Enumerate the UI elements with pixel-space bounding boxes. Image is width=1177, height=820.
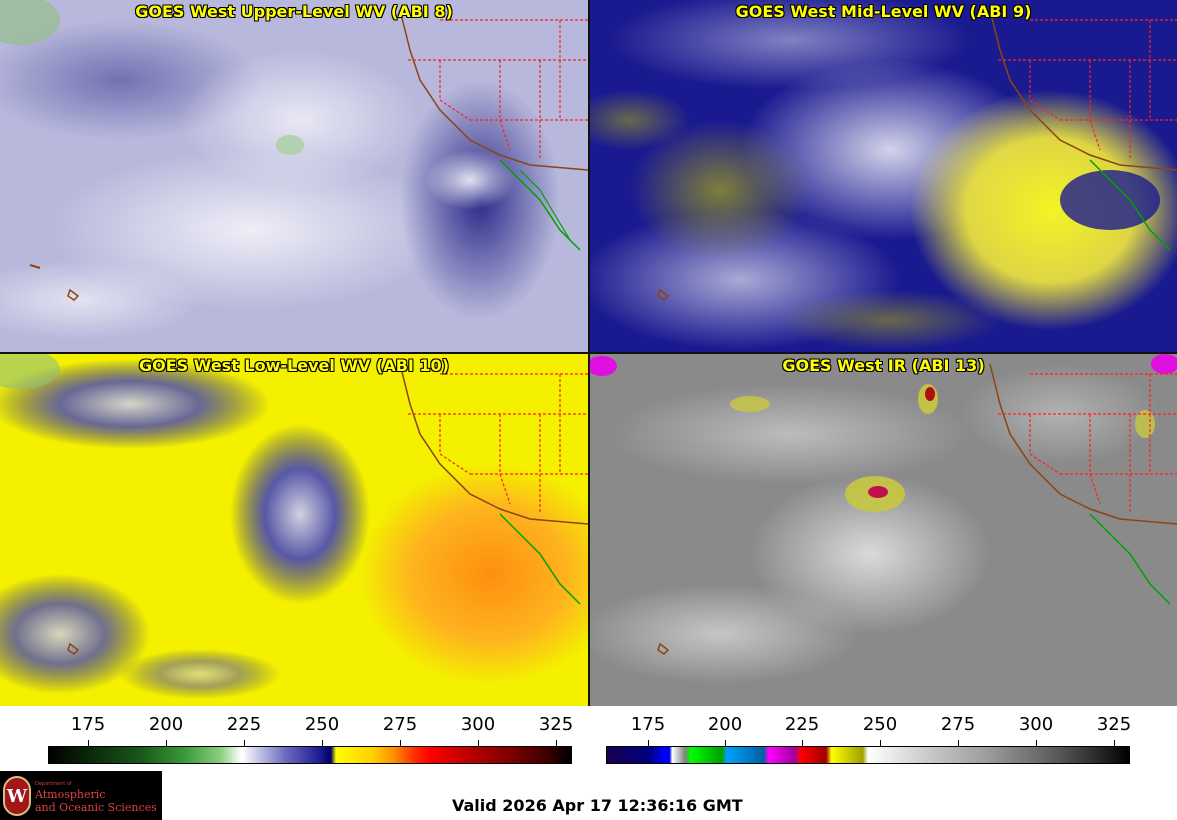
logo-name-line2: and Oceanic Sciences — [35, 801, 157, 814]
wv-tick-mark — [556, 740, 557, 746]
mid-level-wv-title: GOES West Mid-Level WV (ABI 9) — [735, 2, 1032, 21]
ir-tick-mark — [1036, 740, 1037, 746]
uw-seal-letter: W — [6, 786, 28, 807]
wv-tick-label: 250 — [304, 714, 340, 735]
wv-colorbar: 175 200 225 250 275 300 325 — [48, 712, 574, 764]
low-level-wv-panel: GOES West Low-Level WV (ABI 10) — [0, 354, 588, 706]
ir-colorbar-ticks: 175 200 225 250 275 300 325 — [606, 712, 1132, 746]
wv-tick-label: 200 — [148, 714, 184, 735]
ir-panel: GOES West IR (ABI 13) — [590, 354, 1177, 706]
aos-logo[interactable]: W Department of Atmospheric and Oceanic … — [0, 771, 162, 820]
logo-name-line1: Atmospheric — [35, 788, 106, 801]
panel-divider-horizontal — [0, 352, 1177, 354]
wv-tick-mark — [244, 740, 245, 746]
ir-tick-label: 200 — [707, 714, 743, 735]
wv-colorbar-ticks: 175 200 225 250 275 300 325 — [48, 712, 574, 746]
ir-tick-label: 325 — [1096, 714, 1132, 735]
uw-seal-icon: W — [3, 776, 31, 816]
ir-image — [590, 354, 1177, 706]
ir-tick-label: 300 — [1018, 714, 1054, 735]
ir-title: GOES West IR (ABI 13) — [782, 356, 985, 375]
logo-dept-text: Department of — [35, 781, 72, 787]
wv-tick-mark — [166, 740, 167, 746]
wv-tick-label: 300 — [460, 714, 496, 735]
valid-time-label: Valid 2026 Apr 17 12:36:16 GMT — [452, 796, 743, 815]
ir-tick-label: 250 — [862, 714, 898, 735]
ir-tick-mark — [802, 740, 803, 746]
low-level-wv-image — [0, 354, 588, 706]
upper-level-wv-panel: GOES West Upper-Level WV (ABI 8) — [0, 0, 588, 352]
wv-tick-mark — [88, 740, 89, 746]
ir-tick-mark — [880, 740, 881, 746]
wv-tick-mark — [400, 740, 401, 746]
wv-tick-label: 225 — [226, 714, 262, 735]
wv-tick-label: 175 — [70, 714, 106, 735]
ir-tick-mark — [725, 740, 726, 746]
ir-tick-mark — [958, 740, 959, 746]
ir-tick-label: 275 — [940, 714, 976, 735]
upper-level-wv-title: GOES West Upper-Level WV (ABI 8) — [135, 2, 453, 21]
wv-colorbar-gradient — [48, 746, 572, 764]
ir-colorbar: 175 200 225 250 275 300 325 — [606, 712, 1132, 764]
wv-tick-label: 325 — [538, 714, 574, 735]
low-level-wv-title: GOES West Low-Level WV (ABI 10) — [138, 356, 449, 375]
ir-tick-mark — [648, 740, 649, 746]
wv-tick-label: 275 — [382, 714, 418, 735]
ir-tick-mark — [1114, 740, 1115, 746]
wv-tick-mark — [322, 740, 323, 746]
ir-tick-label: 225 — [784, 714, 820, 735]
ir-tick-label: 175 — [630, 714, 666, 735]
ir-colorbar-gradient — [606, 746, 1130, 764]
mid-level-wv-image — [590, 0, 1177, 352]
upper-level-wv-image — [0, 0, 588, 352]
wv-tick-mark — [478, 740, 479, 746]
mid-level-wv-panel: GOES West Mid-Level WV (ABI 9) — [590, 0, 1177, 352]
